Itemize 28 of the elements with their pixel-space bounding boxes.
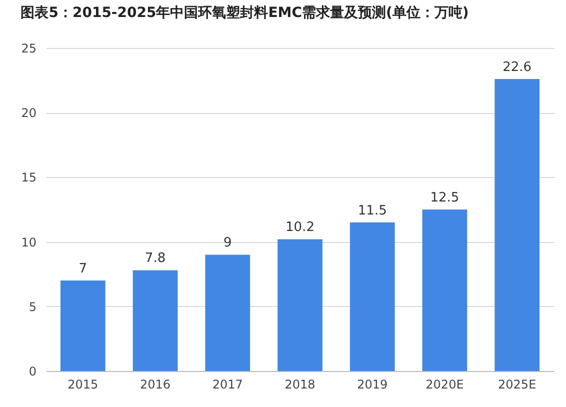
data-label: 7 (78, 262, 88, 277)
data-label: 9 (223, 236, 232, 251)
data-label: 22.6 (502, 60, 532, 76)
data-label: 10.2 (286, 220, 314, 236)
y-tick-label: 0 (28, 364, 36, 378)
x-tick-label: 2025E (498, 378, 536, 392)
data-label: 12.5 (430, 190, 460, 206)
bar (422, 210, 468, 371)
bar (205, 254, 250, 371)
y-tick-label: 20 (21, 106, 36, 120)
x-tick-label: 2018 (284, 378, 316, 392)
y-tick-label: 25 (21, 42, 36, 56)
data-label: 11.5 (358, 203, 387, 218)
x-tick-label: 2015 (68, 378, 98, 392)
y-tick-label: 5 (28, 300, 36, 314)
bar (60, 280, 106, 371)
bar (278, 239, 322, 371)
y-tick-label: 15 (21, 170, 36, 185)
y-tick-label: 10 (21, 235, 36, 250)
bar (494, 79, 540, 371)
data-label: 7.8 (144, 251, 166, 266)
x-tick-label: 2017 (212, 378, 243, 392)
bar (132, 270, 178, 371)
x-tick-label: 2019 (357, 378, 388, 392)
chart-title: 图表5：2015-2025年中国环氧塑封料EMC需求量及预测(单位：万吨) (20, 4, 469, 21)
x-tick-label: 2016 (140, 378, 171, 392)
x-tick-label: 2020E (426, 378, 464, 392)
bar (350, 222, 395, 371)
